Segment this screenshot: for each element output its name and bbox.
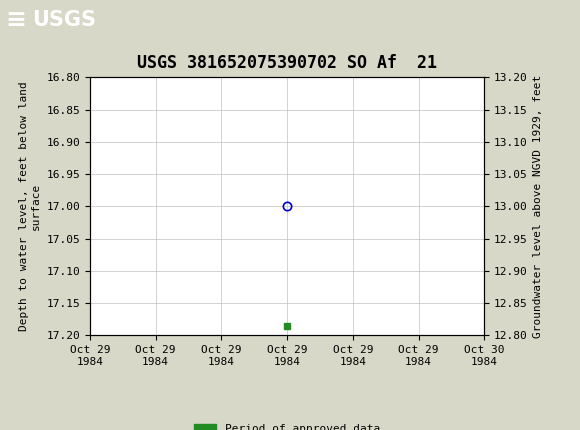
Y-axis label: Groundwater level above NGVD 1929, feet: Groundwater level above NGVD 1929, feet: [534, 75, 543, 338]
Text: USGS: USGS: [32, 10, 96, 31]
Text: ≡: ≡: [6, 9, 27, 32]
Title: USGS 381652075390702 SO Af  21: USGS 381652075390702 SO Af 21: [137, 54, 437, 72]
Y-axis label: Depth to water level, feet below land
surface: Depth to water level, feet below land su…: [19, 82, 41, 331]
Legend: Period of approved data: Period of approved data: [190, 419, 385, 430]
